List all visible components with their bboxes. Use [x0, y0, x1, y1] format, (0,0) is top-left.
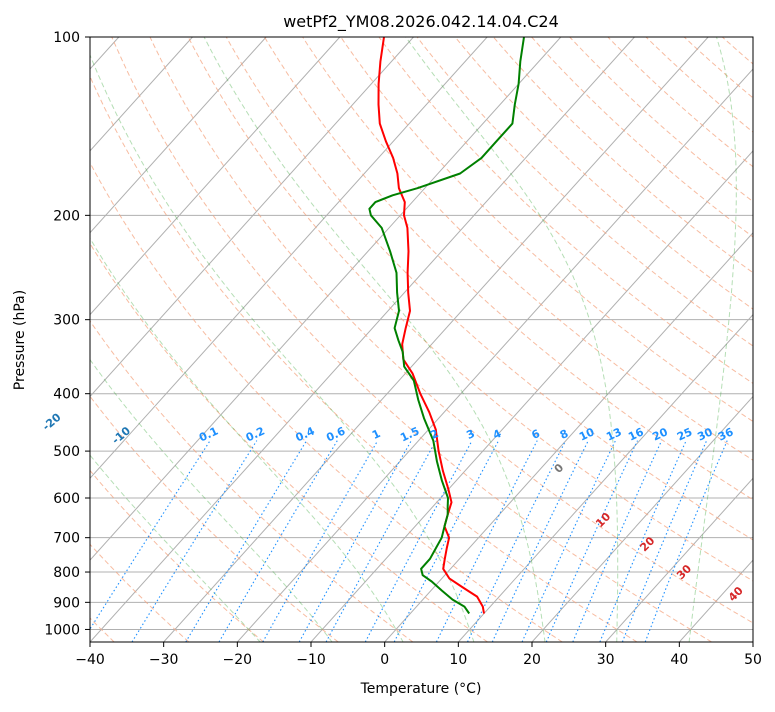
x-tick-label: 30 [597, 652, 615, 668]
x-axis-title: Temperature (°C) [360, 681, 482, 697]
x-tick-label: 50 [744, 652, 762, 668]
x-tick-label: −10 [296, 652, 326, 668]
x-tick-label: −20 [223, 652, 253, 668]
y-tick-label: 700 [53, 531, 80, 547]
x-tick-label: 40 [670, 652, 688, 668]
y-tick-label: 100 [53, 30, 80, 46]
chart-title: wetPf2_YM08.2026.042.14.04.C24 [283, 12, 559, 32]
y-tick-label: 600 [53, 491, 80, 507]
y-tick-label: 200 [53, 208, 80, 224]
y-tick-label: 900 [53, 595, 80, 611]
x-tick-label: 0 [380, 652, 389, 668]
y-tick-label: 400 [53, 387, 80, 403]
y-axis-title: Pressure (hPa) [12, 290, 28, 390]
y-tick-label: 1000 [44, 622, 80, 638]
y-tick-label: 500 [53, 444, 80, 460]
x-tick-label: 10 [449, 652, 467, 668]
x-tick-label: −30 [149, 652, 179, 668]
y-tick-label: 300 [53, 313, 80, 329]
x-tick-label: 20 [523, 652, 541, 668]
y-tick-label: 800 [53, 565, 80, 581]
x-tick-label: −40 [75, 652, 105, 668]
